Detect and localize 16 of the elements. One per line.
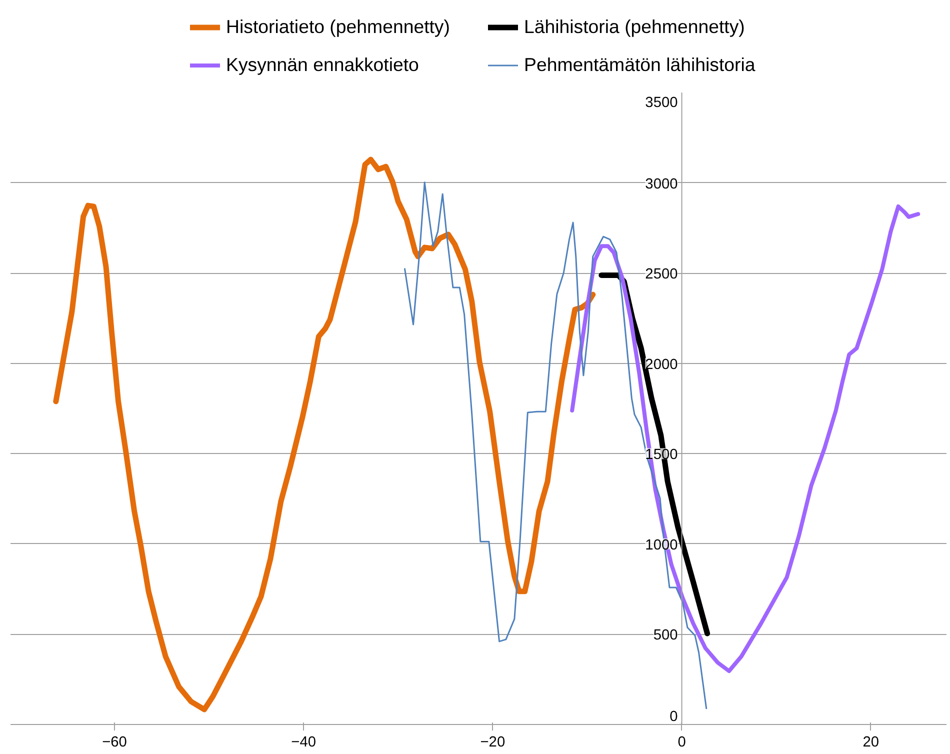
x-tick-label: −40 [291, 734, 316, 750]
y-tick-label: 500 [653, 628, 678, 644]
legend-label: Lähihistoria (pehmennetty) [524, 16, 746, 38]
y-tick-label: 2500 [645, 266, 678, 283]
y-tick-label: 1500 [645, 447, 678, 464]
y-tick-label: 3500 [645, 95, 678, 111]
legend-label: Pehmentämätön lähihistoria [524, 54, 756, 76]
x-tick-label: −60 [102, 734, 127, 750]
legend-label: Historiatieto (pehmennetty) [226, 16, 451, 38]
y-tick-label: 3000 [645, 176, 678, 192]
y-tick-label: 0 [670, 709, 678, 725]
y-tick-label: 2000 [645, 356, 678, 373]
y-tick-label: 1000 [645, 537, 678, 554]
legend-label: Kysynnän ennakkotieto [226, 54, 420, 76]
x-tick-label: −20 [480, 734, 506, 750]
x-tick-label: 20 [862, 734, 880, 750]
